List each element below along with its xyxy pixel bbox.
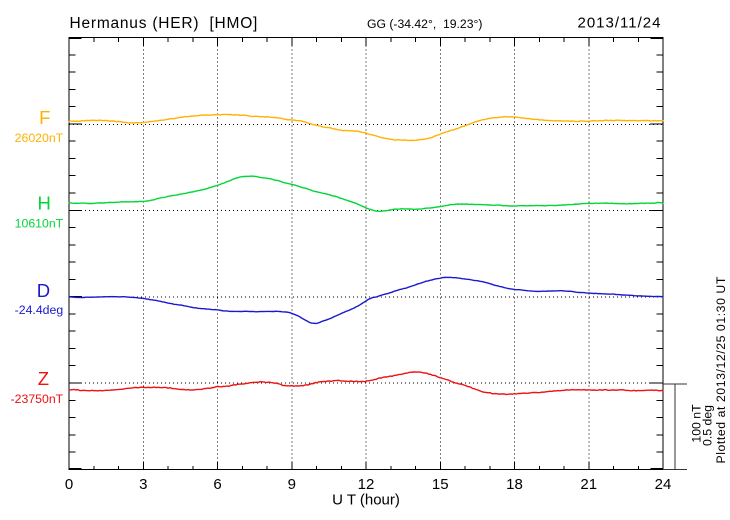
svg-text:Z: Z [38, 368, 49, 389]
svg-text:10610nT: 10610nT [15, 216, 64, 230]
svg-text:U T (hour): U T (hour) [332, 491, 400, 508]
svg-text:GG (-34.42°, 19.23°): GG (-34.42°, 19.23°) [367, 17, 482, 31]
svg-text:2013/11/24: 2013/11/24 [578, 15, 662, 32]
svg-text:Plotted at 2013/12/25 01:30 UT: Plotted at 2013/12/25 01:30 UT [714, 276, 728, 463]
svg-text:21: 21 [580, 476, 597, 493]
svg-text:-23750nT: -23750nT [11, 392, 64, 406]
svg-text:6: 6 [213, 476, 221, 493]
svg-text:F: F [39, 107, 50, 128]
svg-text:D: D [37, 280, 50, 301]
svg-text:18: 18 [506, 476, 523, 493]
svg-text:-24.4deg: -24.4deg [15, 303, 64, 317]
svg-text:26020nT: 26020nT [15, 131, 64, 145]
svg-text:9: 9 [288, 476, 296, 493]
svg-text:3: 3 [139, 476, 147, 493]
svg-text:24: 24 [655, 476, 672, 493]
svg-text:0.5 deg: 0.5 deg [701, 405, 715, 446]
svg-text:12: 12 [358, 476, 375, 493]
svg-text:100 nT: 100 nT [690, 404, 704, 443]
svg-text:Hermanus (HER) [HMO]: Hermanus (HER) [HMO] [70, 15, 259, 32]
svg-text:H: H [38, 192, 51, 213]
svg-text:0: 0 [65, 476, 73, 493]
svg-text:15: 15 [432, 476, 449, 493]
